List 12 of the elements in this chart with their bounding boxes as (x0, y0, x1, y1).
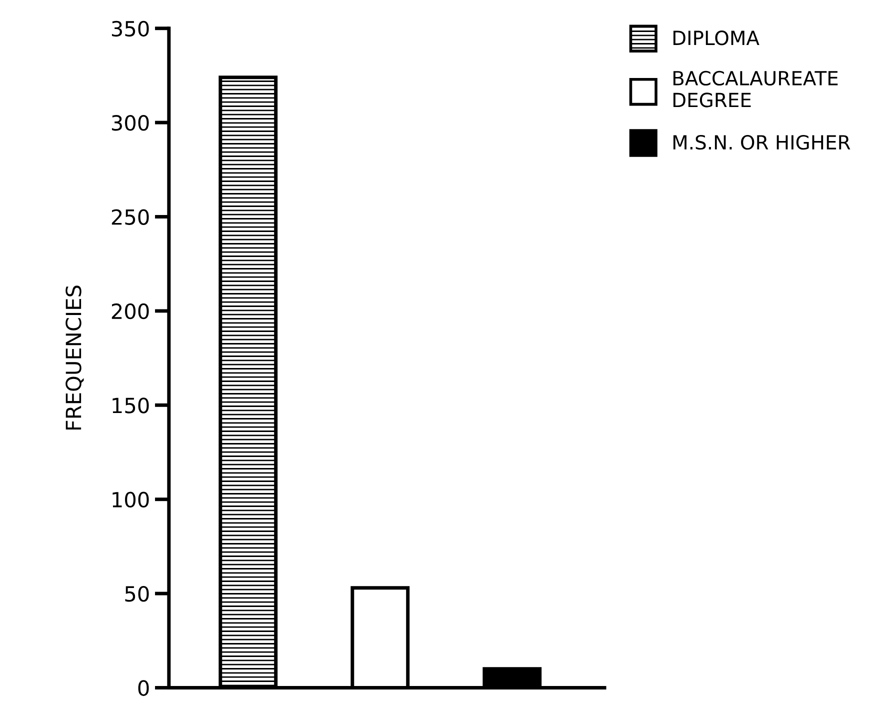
legend-label: BACCALAUREATE DEGREE (673, 70, 838, 108)
y-axis-title: FREQUENCIES (66, 286, 84, 430)
legend-label: DIPLOMA (673, 30, 760, 46)
y-tick-label: 200 (112, 303, 149, 320)
y-tick-label: 350 (112, 20, 149, 37)
legend-label: M.S.N. OR HIGHER (673, 134, 850, 150)
y-tick-label: 300 (112, 115, 149, 131)
y-tick-label: 50 (125, 586, 149, 602)
y-tick-label: 250 (112, 209, 149, 225)
y-tick-label: 0 (138, 680, 149, 696)
y-tick-label: 100 (112, 492, 149, 508)
y-tick-label: 150 (112, 398, 149, 414)
